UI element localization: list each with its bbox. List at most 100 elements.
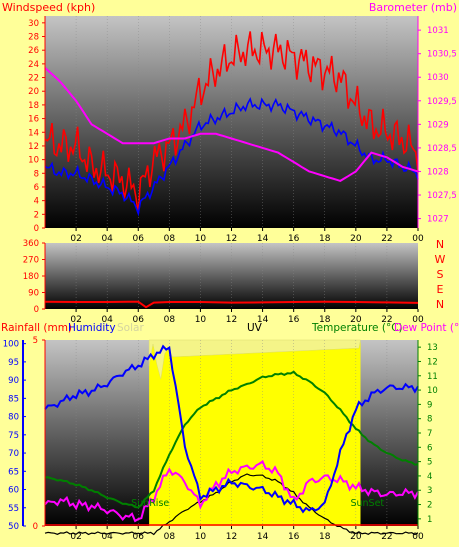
wind-tick-label: 22: [28, 74, 39, 84]
humidity-tick-label: 80: [8, 413, 19, 423]
direction-tick-label: 270: [23, 256, 39, 266]
x-tick-label: 00: [412, 234, 424, 244]
x-tick-label: 18: [319, 532, 331, 542]
x-tick-label: 04: [101, 234, 113, 244]
x-tick-label: 16: [288, 234, 300, 244]
wind-tick-label: 8: [34, 169, 39, 179]
x-tick-label: 04: [101, 532, 113, 542]
x-tick-label: 08: [164, 532, 176, 542]
x-tick-label: 00: [412, 532, 424, 542]
temperature-tick-label: 5: [427, 458, 432, 468]
x-tick-label: 06: [133, 315, 145, 325]
temperature-tick-label: 12: [427, 357, 438, 367]
sunrise-annotation: SunRise: [131, 498, 169, 509]
temperature-tick-label: 3: [427, 486, 432, 496]
temperature-tick-label: 8: [427, 415, 432, 425]
temperature-tick-label: 13: [427, 343, 438, 353]
barometer-axis-title: Barometer (mb): [369, 1, 457, 14]
wind-tick-label: 10: [28, 156, 39, 166]
barometer-tick-label: 1027: [427, 215, 449, 225]
x-tick-label: 20: [350, 532, 362, 542]
x-tick-label: 00: [412, 315, 424, 325]
x-tick-label: 20: [350, 315, 362, 325]
solar-radiation-area: [148, 339, 361, 380]
wind-tick-label: 0: [34, 224, 39, 234]
x-tick-label: 06: [133, 234, 145, 244]
barometer-line: [44, 67, 419, 182]
x-tick-label: 14: [257, 532, 269, 542]
x-tick-label: 14: [257, 315, 269, 325]
legend-humidity: Humidity: [68, 322, 116, 334]
x-tick-label: 10: [195, 532, 207, 542]
barometer-tick-label: 1031: [427, 26, 449, 36]
x-tick-label: 12: [226, 234, 237, 244]
humidity-tick-label: 70: [8, 449, 19, 459]
compass-label: N: [436, 298, 444, 311]
humidity-line: [44, 344, 419, 514]
legend-dewpoint: Dew Point (°C): [394, 322, 459, 334]
daylight-solar-band: [149, 340, 361, 526]
barometer-tick-label: 1029,5: [427, 97, 457, 107]
temperature-tick-label: 4: [427, 472, 432, 482]
x-tick-label: 18: [319, 234, 331, 244]
x-tick-label: 02: [70, 234, 81, 244]
x-tick-label: 08: [164, 234, 176, 244]
temperature-tick-label: 11: [427, 372, 438, 382]
wind-tick-label: 4: [34, 197, 39, 207]
humidity-tick-label: 95: [8, 358, 19, 368]
x-tick-label: 22: [381, 532, 392, 542]
direction-tick-label: 360: [23, 239, 39, 249]
temperature-line: [44, 370, 419, 509]
temperature-tick-label: 9: [427, 400, 432, 410]
dewpoint-line: [44, 459, 419, 523]
x-tick-label: 16: [288, 315, 300, 325]
windspeed-axis-title: Windspeed (kph): [2, 1, 95, 14]
wind-tick-label: 12: [28, 142, 39, 152]
x-tick-label: 20: [350, 234, 362, 244]
humidity-tick-label: 50: [8, 522, 19, 532]
rainfall-tick-label: 5: [33, 336, 38, 346]
compass-label: W: [435, 253, 446, 266]
x-tick-label: 10: [195, 315, 207, 325]
wind-tick-label: 20: [28, 87, 39, 97]
barometer-tick-label: 1027,5: [427, 191, 457, 201]
compass-label: S: [437, 268, 444, 281]
humidity-tick-label: 100: [3, 340, 19, 350]
compass-label: E: [437, 283, 444, 296]
wind-tick-label: 30: [28, 19, 39, 29]
humidity-tick-label: 85: [8, 394, 19, 404]
humidity-tick-label: 65: [8, 467, 19, 477]
wind-tick-label: 2: [34, 210, 39, 220]
x-tick-label: 10: [195, 234, 207, 244]
legend-temperature: Temperature (°C): [311, 322, 403, 334]
barometer-tick-label: 1028: [427, 167, 449, 177]
wind-tick-label: 28: [28, 33, 39, 43]
temperature-tick-label: 10: [427, 386, 438, 396]
direction-tick-label: 90: [28, 289, 39, 299]
x-tick-label: 12: [226, 532, 237, 542]
direction-tick-label: 0: [34, 305, 39, 315]
wind-tick-label: 14: [28, 128, 39, 138]
x-tick-label: 22: [381, 234, 392, 244]
wind-tick-label: 16: [28, 115, 39, 125]
x-tick-label: 14: [257, 234, 269, 244]
x-tick-label: 18: [319, 315, 331, 325]
temperature-tick-label: 2: [427, 501, 432, 511]
x-tick-label: 04: [101, 315, 113, 325]
humidity-tick-label: 75: [8, 431, 19, 441]
legend-uv: UV: [247, 322, 263, 334]
wind-tick-label: 24: [28, 60, 39, 70]
temperature-tick-label: 7: [427, 429, 432, 439]
wind-barometer-panel: Windspeed (kph) Barometer (mb) 024681012…: [2, 1, 457, 244]
legend-rainfall: Rainfall (mm): [1, 322, 72, 334]
temp-humidity-panel: Rainfall (mm) Humidity Solar UV Temperat…: [1, 322, 459, 542]
rainfall-tick-label: 0: [33, 522, 38, 532]
x-tick-label: 02: [70, 315, 81, 325]
legend-solar: Solar: [117, 322, 144, 334]
temperature-tick-label: 6: [427, 443, 432, 453]
wind-direction-line: [44, 300, 419, 309]
wind-tick-label: 26: [28, 46, 39, 56]
